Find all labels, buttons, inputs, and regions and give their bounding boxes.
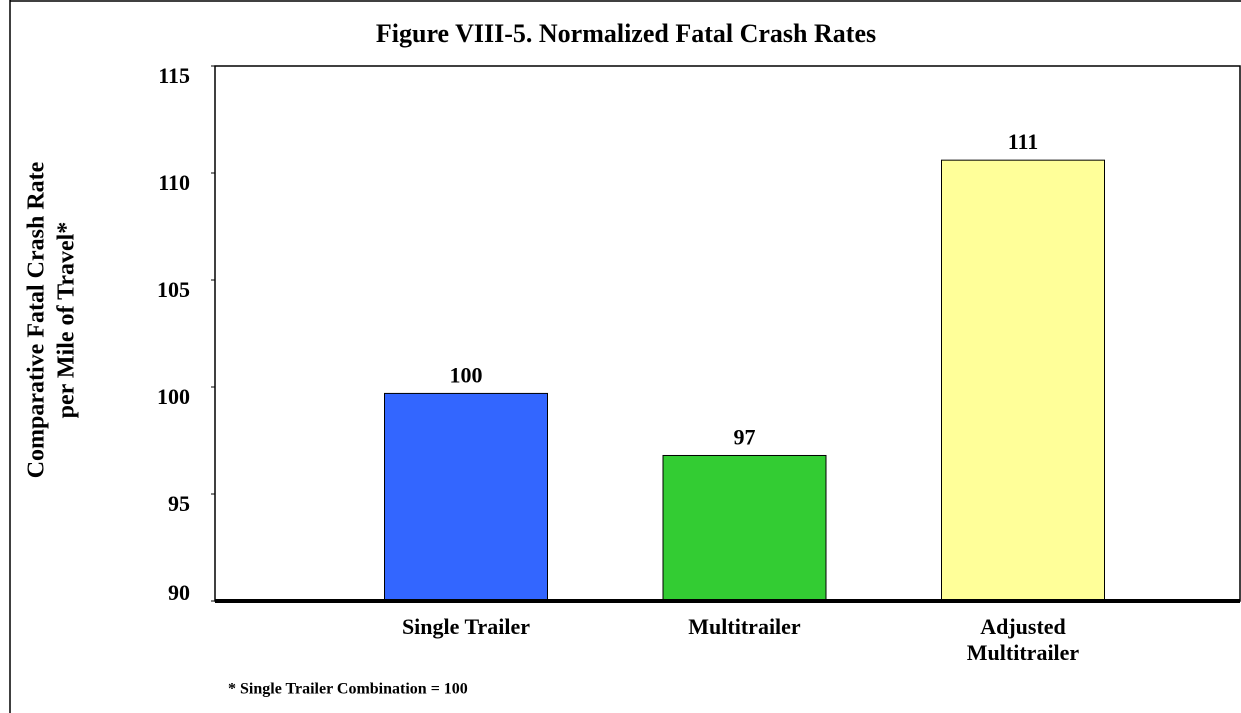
value-label: 100 xyxy=(450,362,483,387)
y-tick-label: 95 xyxy=(168,491,190,516)
y-label-line: per Mile of Travel* xyxy=(54,222,80,419)
y-tick-label: 90 xyxy=(168,580,190,605)
bar xyxy=(662,454,827,602)
value-label: 97 xyxy=(734,425,756,450)
y-tick-label: 110 xyxy=(158,170,190,195)
bar xyxy=(941,159,1105,602)
y-tick-label: 115 xyxy=(158,63,190,88)
chart-title: Figure VIII-5. Normalized Fatal Crash Ra… xyxy=(376,19,876,48)
bar xyxy=(384,392,548,602)
y-label: Comparative Fatal Crash Rate per Mile of… xyxy=(24,161,80,478)
y-label-line: Comparative Fatal Crash Rate xyxy=(24,161,50,478)
x-tick-label: Single Trailer xyxy=(401,614,531,639)
x-tick-label: Multitrailer xyxy=(688,614,801,639)
y-tick-label: 105 xyxy=(157,277,190,302)
value-label: 111 xyxy=(1008,129,1039,154)
y-tick-label: 100 xyxy=(157,384,190,409)
footnote: * Single Trailer Combination = 100 xyxy=(228,681,468,698)
x-tick-label: Adjusted Multitrailer xyxy=(966,614,1080,665)
